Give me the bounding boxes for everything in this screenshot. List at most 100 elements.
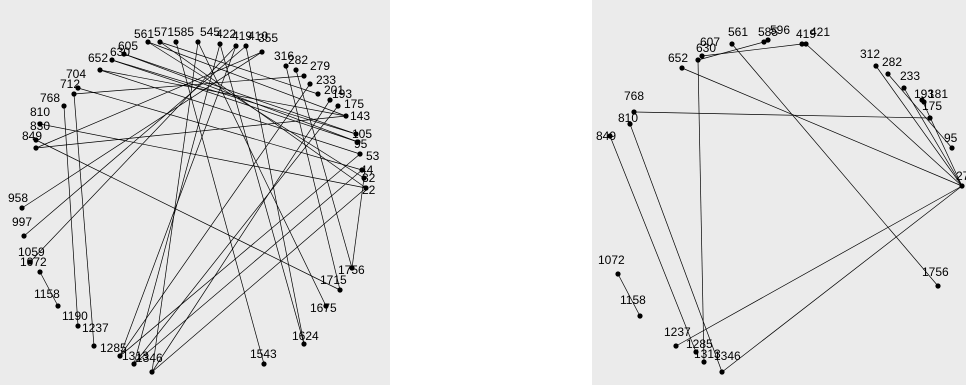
node-label-958: 958 [8, 191, 28, 205]
node-label-997: 997 [12, 215, 32, 229]
node-label-1313: 1313 [122, 349, 149, 363]
node-1158 [55, 303, 61, 309]
edge-958-355 [21, 51, 263, 209]
edge-1059-419 [29, 45, 237, 263]
edge-605-105 [123, 53, 357, 135]
node-652 [97, 67, 103, 73]
node-181 [921, 99, 927, 105]
node-22 [363, 185, 369, 191]
node-561 [729, 41, 735, 47]
node-label-1313: 1313 [694, 347, 721, 361]
node-596 [765, 37, 771, 43]
node-label-44: 44 [360, 163, 374, 177]
edge-193-27 [921, 99, 963, 187]
node-label-355: 355 [258, 31, 278, 45]
node-label-585: 585 [758, 25, 778, 39]
node-419 [799, 41, 805, 47]
node-1285 [117, 353, 123, 359]
edge-652-53 [99, 69, 361, 155]
edge-282-95 [887, 73, 953, 149]
edge-1072-1158 [39, 271, 59, 307]
edge-1285-53 [119, 153, 361, 357]
node-1756 [349, 265, 355, 271]
node-label-175: 175 [922, 99, 942, 113]
node-1158 [637, 313, 643, 319]
node-label-652: 652 [88, 51, 108, 65]
node-712 [71, 91, 77, 97]
graph-panel-left: 561 571 585 545 422 419 410 355 316 282 279 233 201 1… [0, 0, 390, 385]
node-label-233: 233 [316, 73, 336, 87]
node-label-1237: 1237 [82, 321, 109, 335]
node-958 [19, 205, 25, 211]
node-175 [335, 103, 341, 109]
edge-561-1756 [731, 43, 939, 287]
node-233 [901, 85, 907, 91]
node-label-105: 105 [352, 127, 372, 141]
node-label-175: 175 [344, 97, 364, 111]
node-label-181: 181 [928, 87, 948, 101]
node-label-1190: 1190 [62, 309, 88, 323]
node-704 [75, 85, 81, 91]
edge-1675-545 [197, 41, 327, 307]
node-1675 [323, 303, 329, 309]
node-630 [109, 57, 115, 63]
edge-410-1624 [245, 45, 305, 345]
node-label-282: 282 [882, 55, 902, 69]
edge-282-1756 [295, 69, 353, 269]
node-1624 [301, 341, 307, 347]
edge-561-143 [147, 41, 347, 117]
edge-810-1346 [629, 123, 723, 373]
node-label-193: 193 [914, 87, 934, 101]
node-label-1756: 1756 [922, 265, 949, 279]
node-53 [357, 151, 363, 157]
node-1346 [149, 369, 155, 375]
node-95 [949, 145, 955, 151]
node-label-410: 410 [248, 29, 268, 43]
edge-768-175 [633, 111, 931, 119]
edge-630-95 [111, 59, 359, 143]
edge-421-27 [805, 43, 963, 187]
node-label-605: 605 [118, 39, 138, 53]
node-1756 [935, 283, 941, 289]
node-label-201: 201 [324, 83, 344, 97]
node-95 [355, 139, 361, 145]
edge-810-22 [39, 123, 367, 189]
node-label-419: 419 [796, 27, 816, 41]
node-355 [259, 49, 265, 55]
edge-630-1313 [697, 59, 705, 363]
edge-419-1285 [119, 45, 237, 357]
node-419 [233, 43, 239, 49]
node-label-561: 561 [134, 27, 154, 41]
node-label-1346: 1346 [714, 349, 741, 363]
edge-95-605 [123, 53, 359, 143]
node-label-585: 585 [174, 25, 194, 39]
edge-712-1237 [73, 93, 95, 347]
node-810 [627, 121, 633, 127]
node-label-545: 545 [200, 25, 220, 39]
node-630 [695, 57, 701, 63]
edge-201-571 [159, 41, 319, 95]
node-label-421: 421 [810, 25, 830, 39]
node-105 [353, 131, 359, 137]
node-label-32: 32 [362, 171, 376, 185]
node-label-312: 312 [860, 47, 880, 61]
node-421 [803, 41, 809, 47]
node-label-849: 849 [596, 129, 616, 143]
node-label-27: 27 [956, 169, 966, 183]
node-652 [679, 65, 685, 71]
edge-1313-44 [133, 169, 363, 365]
node-193 [327, 97, 333, 103]
edge-545-1346 [151, 41, 199, 373]
node-label-652: 652 [668, 51, 688, 65]
edge-1346-27 [721, 185, 963, 373]
node-label-630: 630 [696, 41, 716, 55]
node-410 [243, 43, 249, 49]
node-545 [195, 39, 201, 45]
node-1072 [615, 271, 621, 277]
node-label-571: 571 [154, 25, 174, 39]
node-label-22: 22 [362, 183, 376, 197]
edge-233-1285 [119, 83, 311, 357]
node-279 [301, 73, 307, 79]
